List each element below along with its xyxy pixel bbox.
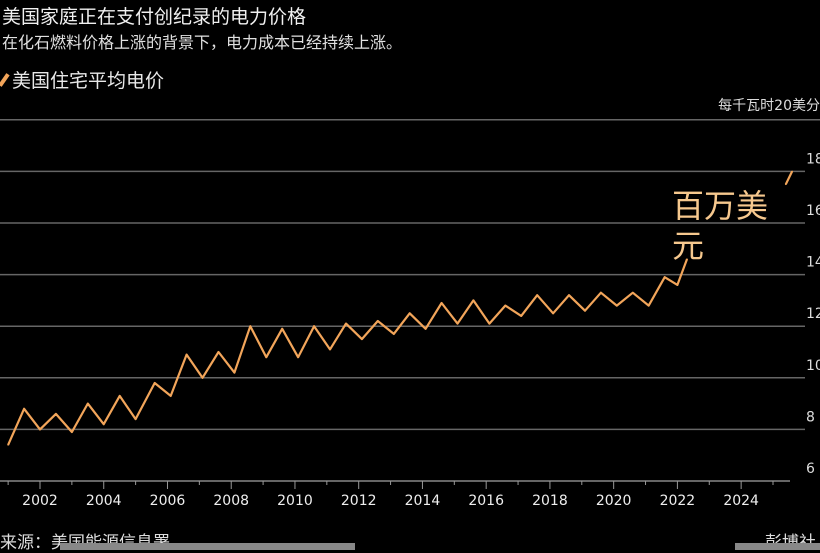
x-tick-label: 2024 xyxy=(723,493,759,509)
data-point xyxy=(568,294,570,297)
data-point xyxy=(55,413,57,415)
legend-label: 美国住宅平均电价 xyxy=(12,70,165,92)
data-point xyxy=(616,304,618,307)
x-tick-label: 2010 xyxy=(277,493,313,509)
x-tick-label: 2002 xyxy=(22,493,58,509)
y-tick-label: 12 xyxy=(806,306,820,322)
data-point xyxy=(87,402,89,405)
data-point xyxy=(23,407,25,410)
data-point xyxy=(71,431,73,433)
data-point xyxy=(552,312,554,315)
x-tick-label: 2014 xyxy=(405,493,441,509)
data-point xyxy=(329,348,331,351)
data-point xyxy=(102,423,105,426)
x-tick-label: 2018 xyxy=(532,493,568,509)
data-point xyxy=(185,353,188,356)
data-point xyxy=(456,322,459,325)
data-point xyxy=(520,315,523,317)
data-point xyxy=(345,322,347,325)
y-tick-label: 6 xyxy=(806,461,815,477)
y-tick-label: 14 xyxy=(806,255,820,271)
chart-subtitle: 在化石燃料价格上涨的背景下，电力成本已经持续上涨。 xyxy=(2,33,403,52)
data-point xyxy=(647,304,650,307)
data-point xyxy=(600,291,602,294)
data-point xyxy=(536,294,538,297)
data-point xyxy=(631,291,634,294)
bottom-bar xyxy=(60,543,355,550)
x-tick-label: 2004 xyxy=(86,493,122,509)
data-point xyxy=(361,338,363,340)
data-point xyxy=(39,428,41,431)
data-point xyxy=(472,299,475,302)
data-point xyxy=(791,170,793,173)
data-point xyxy=(297,356,299,358)
x-tick-label: 2012 xyxy=(341,493,377,509)
data-point xyxy=(392,333,395,335)
price-series-line xyxy=(7,170,794,446)
data-point xyxy=(201,377,204,379)
y-tick-label: 18 xyxy=(806,151,820,167)
x-tick-label: 2016 xyxy=(468,493,504,509)
x-tick-label: 2008 xyxy=(213,493,249,509)
data-point xyxy=(233,371,236,374)
data-point xyxy=(488,322,491,325)
data-point xyxy=(153,382,156,384)
y-tick-label: 10 xyxy=(806,358,820,374)
chart-title: 美国家庭正在支付创纪录的电力价格 xyxy=(2,6,307,28)
data-point xyxy=(281,327,284,330)
data-point xyxy=(584,309,586,312)
data-point xyxy=(440,302,443,304)
y-axis-unit: 每千瓦时20美分 xyxy=(718,98,820,114)
data-point xyxy=(7,444,9,446)
data-point xyxy=(134,418,137,420)
data-point xyxy=(676,284,679,286)
data-point xyxy=(249,325,252,328)
y-tick-label: 8 xyxy=(806,409,815,425)
data-point xyxy=(663,276,666,278)
data-point xyxy=(424,327,427,330)
data-point xyxy=(504,304,507,307)
legend: 美国住宅平均电价 xyxy=(0,66,165,93)
data-point xyxy=(118,395,121,397)
data-point xyxy=(408,312,411,315)
annotation: 百万美元 xyxy=(672,187,769,265)
x-tick-label: 2020 xyxy=(596,493,632,509)
bottom-bar xyxy=(735,543,820,550)
data-point xyxy=(784,183,787,186)
x-tick-label: 2022 xyxy=(660,493,696,509)
data-point xyxy=(377,320,379,322)
data-point xyxy=(265,356,268,358)
data-point xyxy=(169,395,172,397)
data-point xyxy=(313,325,315,328)
y-tick-label: 16 xyxy=(806,203,820,219)
data-point xyxy=(217,351,220,353)
data-point xyxy=(686,258,688,260)
x-tick-label: 2006 xyxy=(150,493,186,509)
